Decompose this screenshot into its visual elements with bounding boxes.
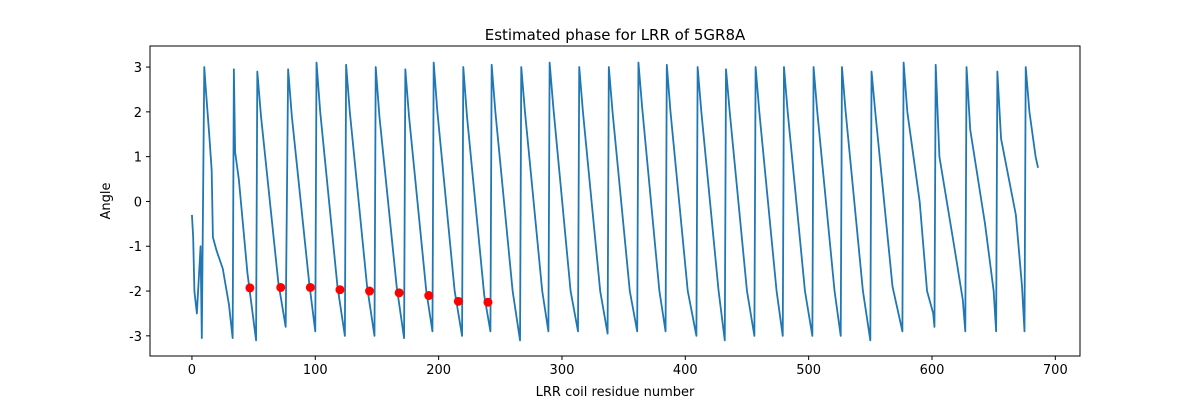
x-tick-label: 700 <box>1043 363 1068 378</box>
x-axis-label: LRR coil residue number <box>536 385 695 400</box>
y-axis-label: Angle <box>99 183 114 220</box>
chart-title: Estimated phase for LRR of 5GR8A <box>485 26 746 44</box>
data-line <box>191 61 1039 342</box>
data-point <box>424 291 434 301</box>
y-tick-label: -3 <box>129 330 142 345</box>
data-point <box>394 288 404 298</box>
x-tick-label: 100 <box>303 363 328 378</box>
x-tick-label: 500 <box>796 363 821 378</box>
data-point <box>335 285 345 295</box>
data-point <box>245 283 255 293</box>
x-tick-label: 300 <box>550 363 575 378</box>
data-point <box>365 286 375 296</box>
y-tick-label: 3 <box>134 61 142 76</box>
data-point <box>305 282 315 292</box>
x-tick-label: 200 <box>426 363 451 378</box>
y-tick-label: -2 <box>129 285 142 300</box>
x-tick-label: 600 <box>920 363 945 378</box>
x-tick-label: 400 <box>673 363 698 378</box>
data-point <box>276 282 286 292</box>
y-tick-label: 0 <box>134 195 142 210</box>
plot-frame <box>149 45 1081 357</box>
y-tick-label: -1 <box>129 240 142 255</box>
data-point <box>483 297 493 307</box>
data-point <box>453 296 463 306</box>
x-tick-label: 0 <box>188 363 196 378</box>
y-tick-label: 2 <box>134 106 142 121</box>
y-tick-label: 1 <box>134 151 142 166</box>
